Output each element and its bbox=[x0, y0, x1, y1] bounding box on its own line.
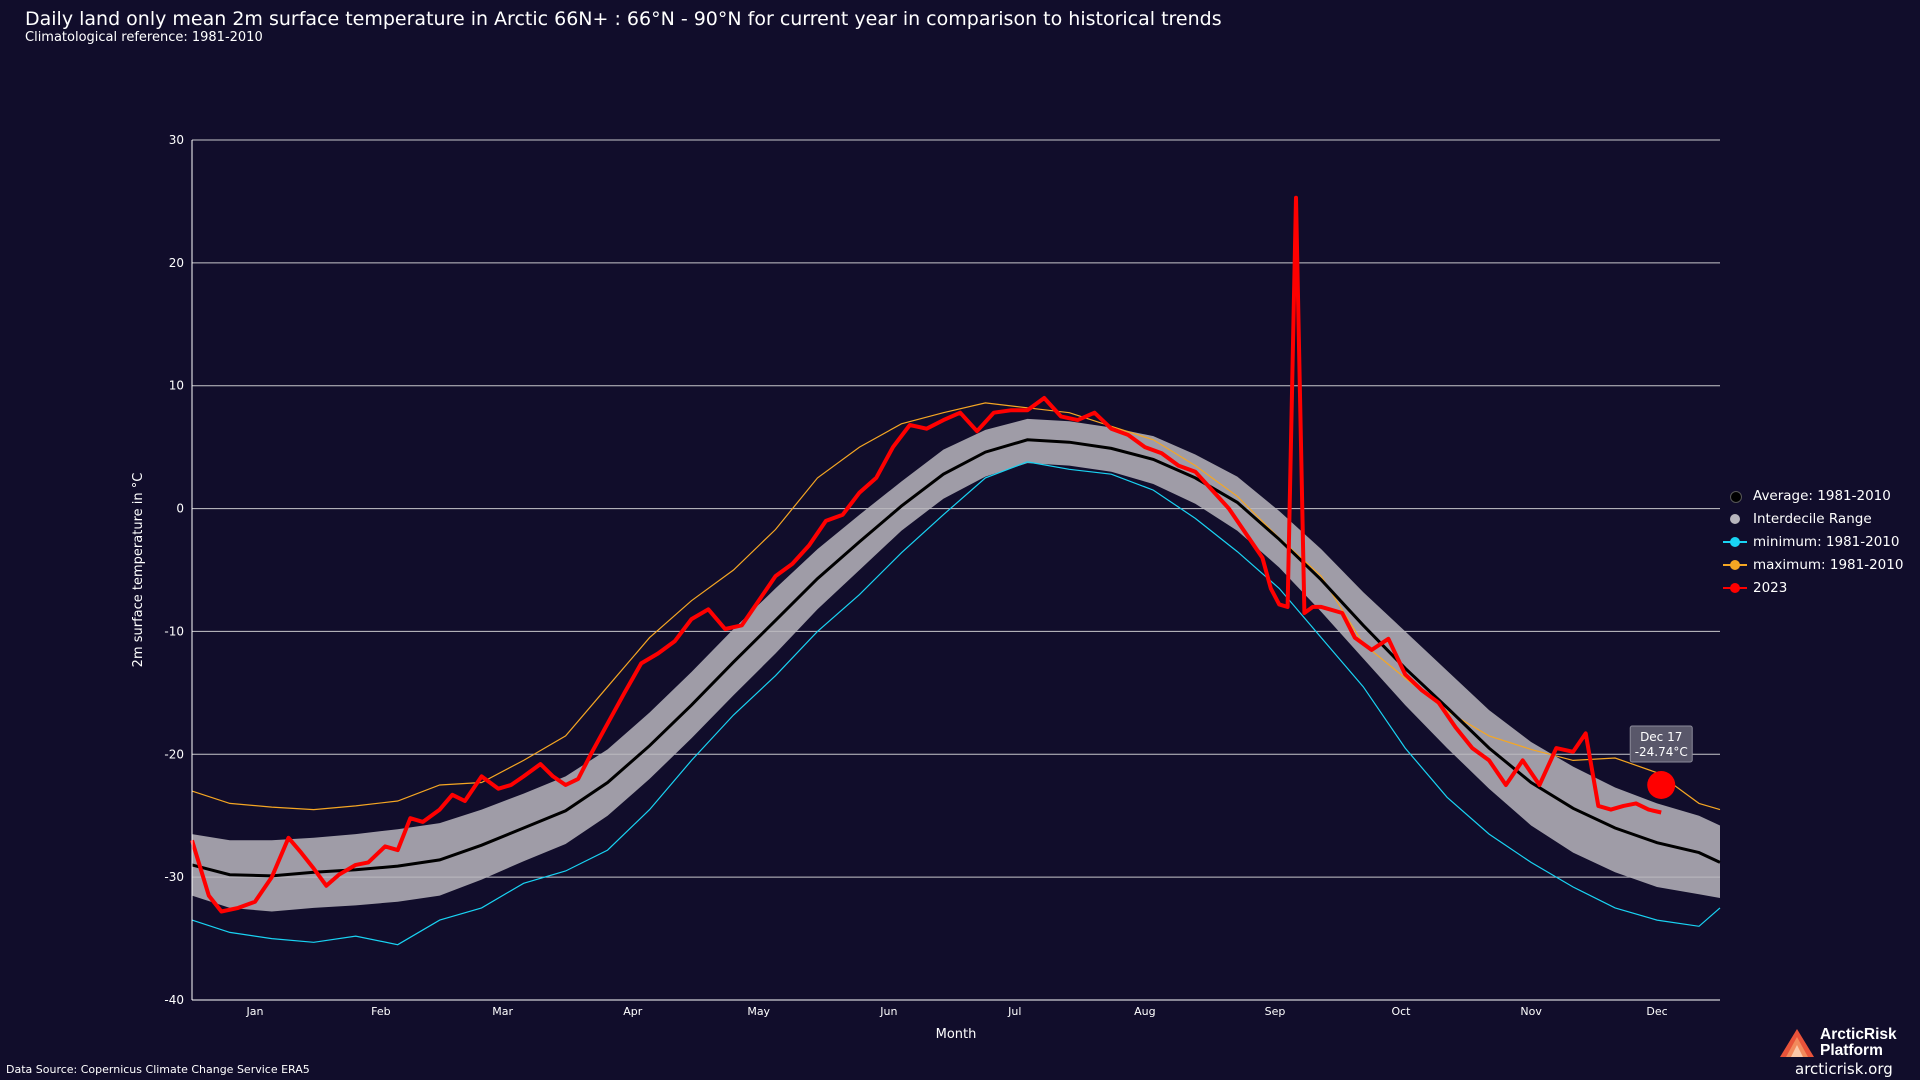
x-tick-label: Dec bbox=[1646, 1005, 1667, 1018]
x-tick-label: Apr bbox=[623, 1005, 643, 1018]
tooltip-date: Dec 17 bbox=[1640, 730, 1682, 744]
legend-label-minimum: minimum: 1981-2010 bbox=[1753, 533, 1900, 550]
x-tick-label: Nov bbox=[1520, 1005, 1542, 1018]
series-minimum-line bbox=[191, 461, 1721, 946]
legend-item-2023[interactable]: 2023 bbox=[1723, 576, 1903, 599]
x-tick-label: Jul bbox=[1007, 1005, 1021, 1018]
tooltip-layer: Dec 17 -24.74°C bbox=[1629, 725, 1693, 799]
chart-subtitle: Climatological reference: 1981-2010 bbox=[25, 30, 263, 45]
brand-logo[interactable]: ArcticRisk Platform bbox=[1778, 1027, 1897, 1059]
y-tick-label: -10 bbox=[164, 624, 184, 638]
band-layer bbox=[192, 418, 1720, 912]
interdecile-band bbox=[192, 418, 1720, 912]
y-tick-label: -30 bbox=[164, 870, 184, 884]
legend-label-interdecile: Interdecile Range bbox=[1753, 510, 1872, 527]
legend-marker-maximum bbox=[1723, 559, 1747, 571]
legend-marker-interdecile bbox=[1723, 513, 1747, 525]
y-tick-label: 0 bbox=[176, 502, 184, 516]
brand-name-line2: Platform bbox=[1820, 1042, 1883, 1059]
x-tick-label: May bbox=[747, 1005, 770, 1018]
legend-marker-minimum bbox=[1723, 536, 1747, 548]
series-2023-line bbox=[190, 195, 1662, 914]
x-tick-label: Aug bbox=[1134, 1005, 1155, 1018]
y-tick-label: 10 bbox=[169, 379, 184, 393]
legend: Average: 1981-2010 Interdecile Range min… bbox=[1723, 484, 1903, 599]
arcticrisk-logo-icon bbox=[1780, 1029, 1814, 1057]
chart-title: Daily land only mean 2m surface temperat… bbox=[25, 8, 1222, 30]
tooltip-value: -24.74°C bbox=[1635, 745, 1688, 759]
x-tick-label: Mar bbox=[492, 1005, 513, 1018]
y-tick-label: 20 bbox=[169, 256, 184, 270]
x-tick-label: Oct bbox=[1391, 1005, 1411, 1018]
legend-item-maximum[interactable]: maximum: 1981-2010 bbox=[1723, 553, 1903, 576]
y-tick-label: -20 bbox=[164, 747, 184, 761]
legend-label-average: Average: 1981-2010 bbox=[1753, 487, 1891, 504]
legend-marker-2023 bbox=[1723, 582, 1747, 594]
series-maximum-line bbox=[191, 402, 1721, 811]
legend-label-2023: 2023 bbox=[1753, 579, 1788, 596]
x-tick-label: Jun bbox=[879, 1005, 897, 1018]
tooltip-box bbox=[1629, 725, 1693, 763]
data-source: Data Source: Copernicus Climate Change S… bbox=[6, 1063, 310, 1076]
x-tick-label: Sep bbox=[1265, 1005, 1286, 1018]
legend-item-interdecile[interactable]: Interdecile Range bbox=[1723, 507, 1903, 530]
y-tick-label: -40 bbox=[164, 993, 184, 1007]
current-day-marker[interactable] bbox=[1647, 771, 1676, 799]
legend-label-maximum: maximum: 1981-2010 bbox=[1753, 556, 1904, 573]
y-tick-label: 30 bbox=[169, 133, 184, 147]
x-axis-title: Month bbox=[936, 1027, 977, 1042]
axis-layer: -40 -30 -20 -10 0 10 20 30 Jan Feb Mar Apr May Jun Jul… bbox=[131, 133, 1720, 1042]
brand-url-link[interactable]: arcticrisk.org bbox=[1795, 1060, 1893, 1078]
x-tick-label: Jan bbox=[245, 1005, 263, 1018]
series-average-line bbox=[191, 438, 1721, 878]
y-axis-title: 2m surface temperature in °C bbox=[131, 473, 146, 668]
legend-item-minimum[interactable]: minimum: 1981-2010 bbox=[1723, 530, 1903, 553]
line-layer bbox=[190, 195, 1721, 946]
legend-item-average[interactable]: Average: 1981-2010 bbox=[1723, 484, 1903, 507]
brand-name-line1: ArcticRisk bbox=[1820, 1026, 1897, 1043]
x-tick-label: Feb bbox=[371, 1005, 390, 1018]
legend-marker-average bbox=[1723, 490, 1747, 503]
